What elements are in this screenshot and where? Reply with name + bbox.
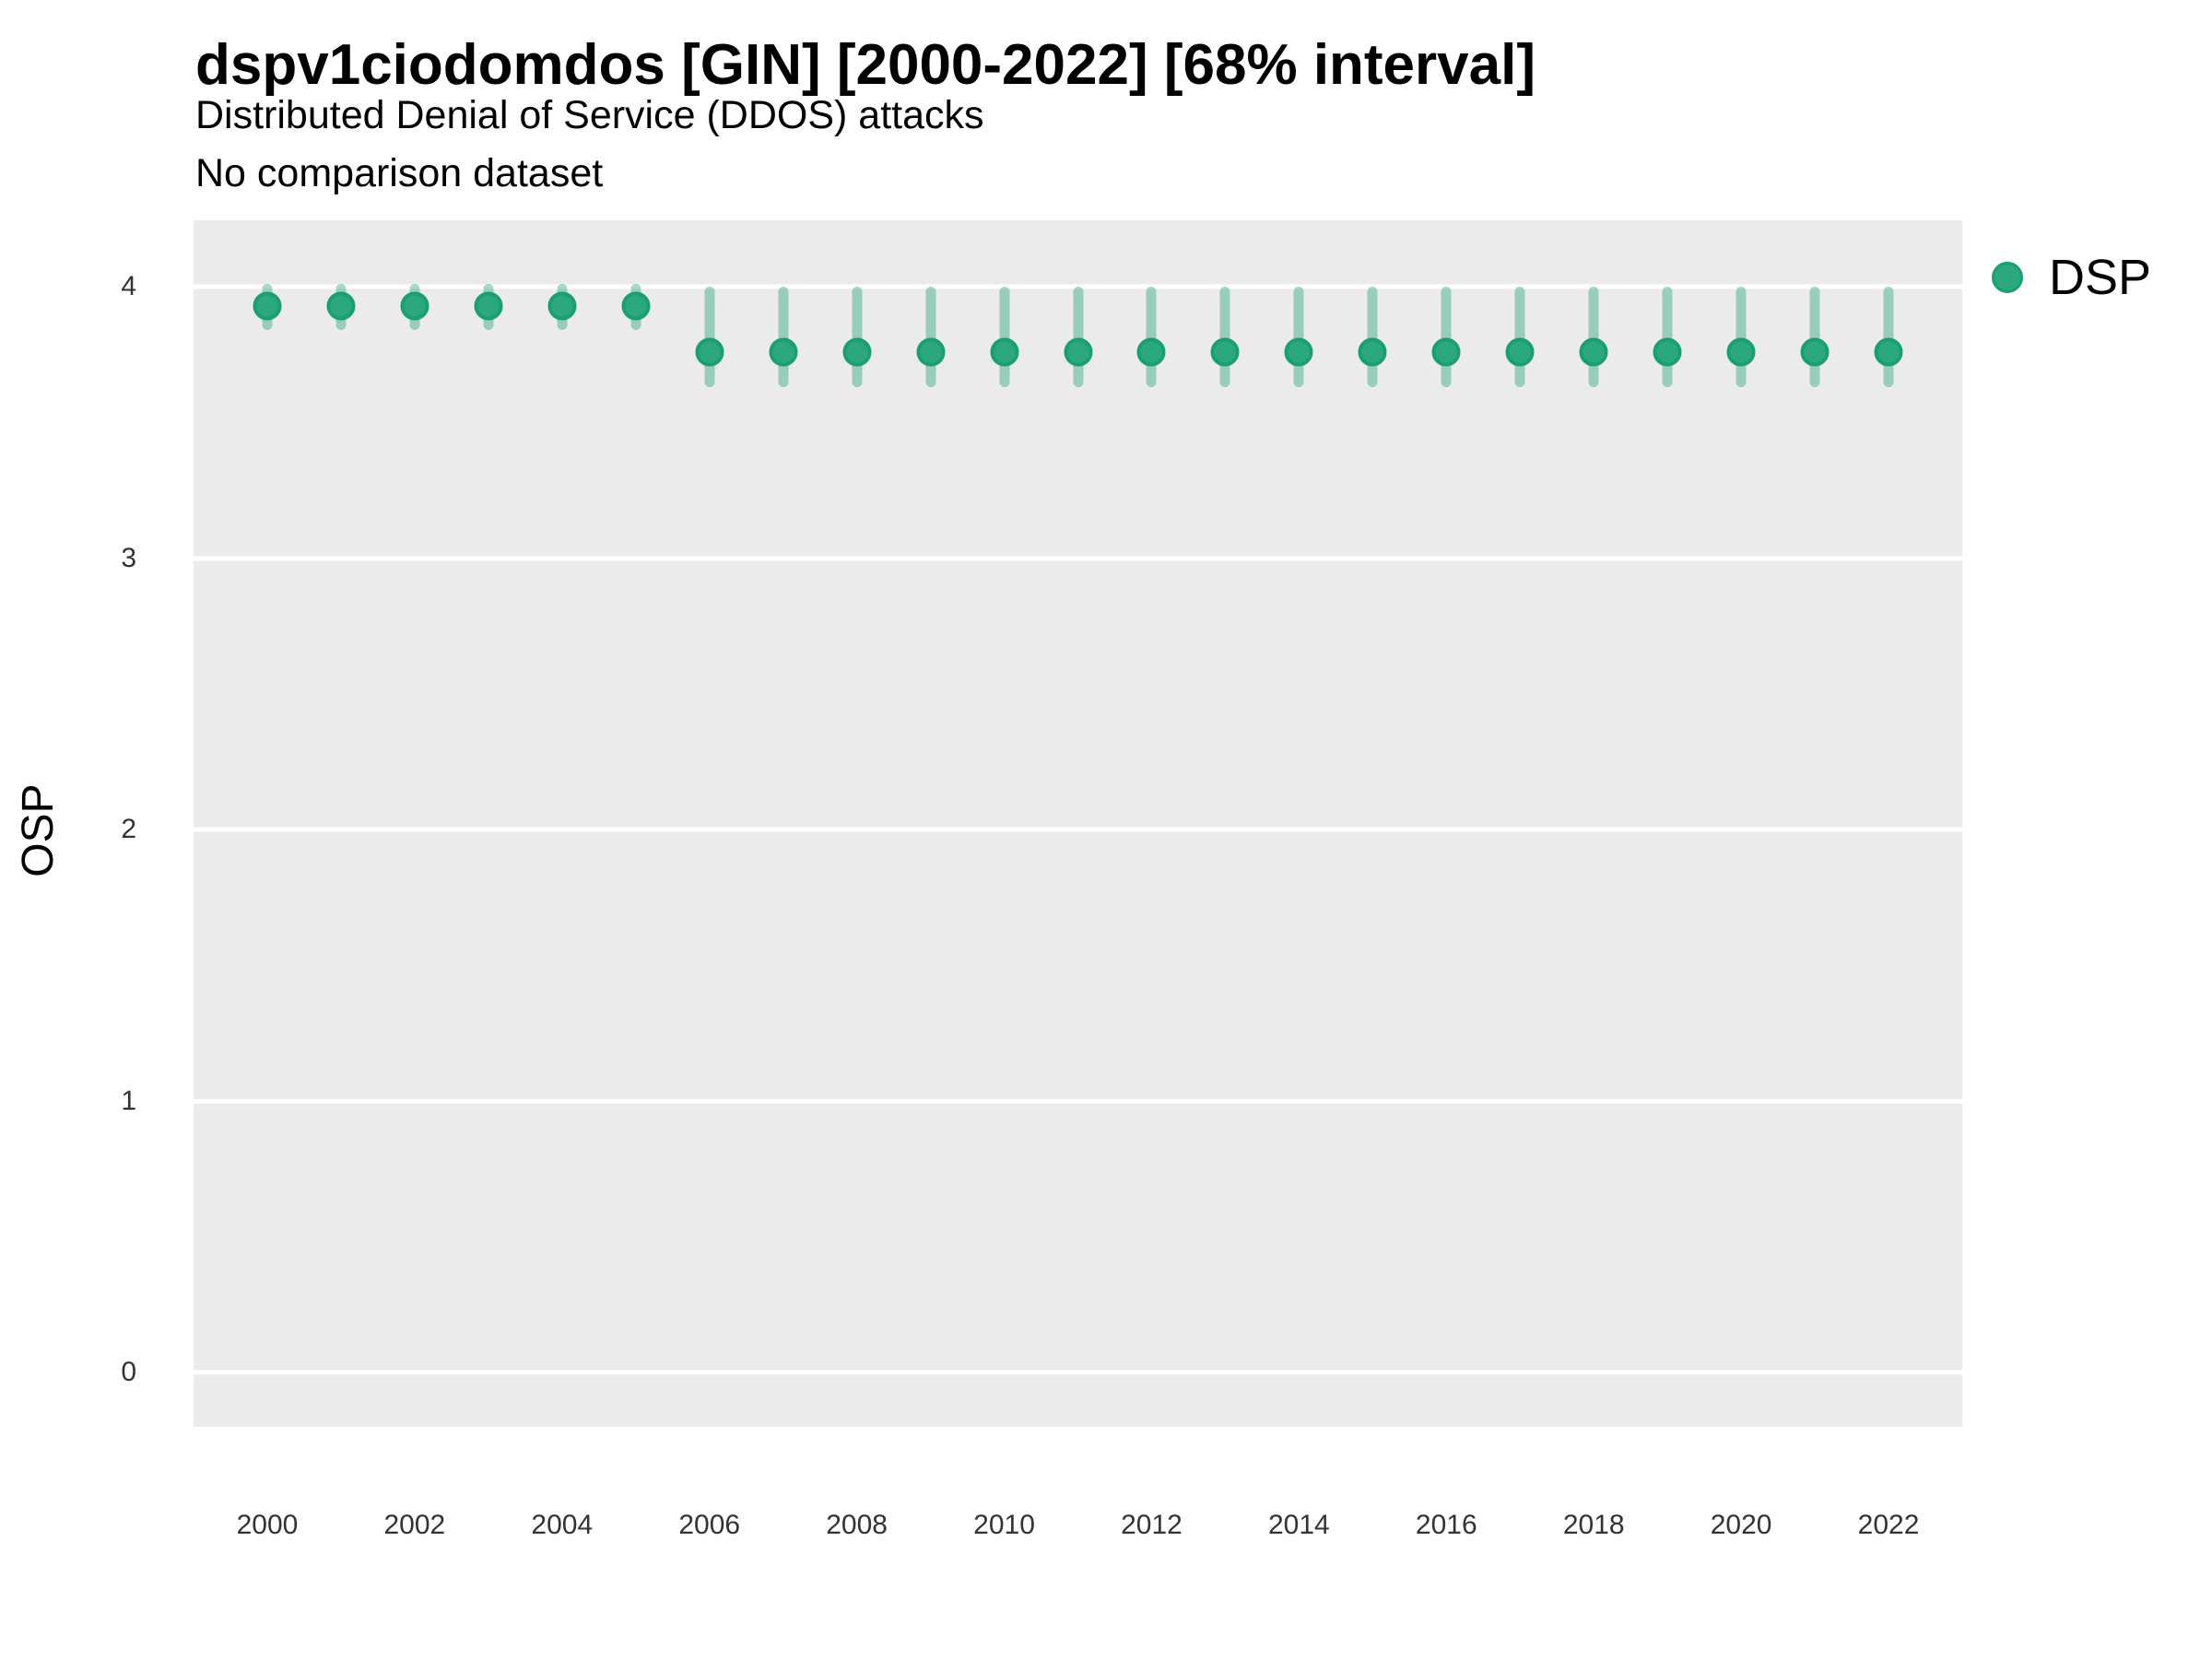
interval-bar <box>852 287 863 388</box>
legend-point-icon <box>1992 262 2023 293</box>
x-tick-label: 2000 <box>236 1510 299 1540</box>
data-point <box>1653 337 1682 367</box>
gridline <box>194 827 1962 832</box>
y-tick-label: 0 <box>121 1357 136 1388</box>
x-tick-label: 2006 <box>678 1510 741 1540</box>
data-point <box>990 337 1019 367</box>
data-point <box>1358 337 1387 367</box>
data-point <box>1136 337 1166 367</box>
x-tick-label: 2008 <box>826 1510 888 1540</box>
x-tick-label: 2010 <box>973 1510 1035 1540</box>
chart-subtitle: Distributed Denial of Service (DDOS) att… <box>195 93 984 137</box>
x-tick-label: 2004 <box>531 1510 594 1540</box>
y-tick-label: 3 <box>121 542 136 573</box>
x-tick-label: 2020 <box>1710 1510 1772 1540</box>
y-axis-tick-labels: 0 1 2 3 4 <box>0 220 194 1427</box>
legend: DSP <box>1992 253 2151 302</box>
interval-bar <box>704 287 715 388</box>
x-tick-label: 2022 <box>1857 1510 1920 1540</box>
gridline <box>194 284 1962 289</box>
x-tick-label: 2018 <box>1562 1510 1625 1540</box>
interval-bar <box>1735 287 1747 388</box>
x-tick-label: 2014 <box>1268 1510 1330 1540</box>
data-point <box>1579 337 1608 367</box>
x-tick-label: 2016 <box>1415 1510 1477 1540</box>
legend-label: DSP <box>2049 250 2152 305</box>
data-point <box>1210 337 1240 367</box>
data-point <box>253 291 282 321</box>
x-axis-tick-labels: 2000 2002 2004 2006 2008 2010 2012 2014 2016 2018… <box>194 1512 1962 1548</box>
data-point <box>1431 337 1461 367</box>
x-tick-label: 2012 <box>1121 1510 1182 1540</box>
y-tick-label: 4 <box>121 271 136 302</box>
interval-bar <box>778 287 789 388</box>
data-point <box>695 337 724 367</box>
data-point <box>842 337 872 367</box>
interval-bar <box>1662 287 1673 388</box>
interval-bar <box>1883 287 1894 388</box>
data-point <box>1505 337 1535 367</box>
x-tick-label: 2002 <box>383 1510 446 1540</box>
interval-bar <box>999 287 1010 388</box>
data-point <box>474 291 503 321</box>
interval-bar <box>1293 287 1304 388</box>
interval-bar <box>1073 287 1083 388</box>
y-tick-label: 2 <box>121 814 136 845</box>
interval-bar <box>1367 287 1378 388</box>
y-tick-label: 1 <box>121 1085 136 1116</box>
gridline <box>194 1099 1962 1104</box>
plot-panel <box>194 220 1962 1427</box>
data-point <box>769 337 798 367</box>
chart-title: dspv1ciodomdos [GIN] [2000-2022] [68% in… <box>195 33 1536 97</box>
data-point <box>1800 337 1830 367</box>
interval-bar <box>1441 287 1452 388</box>
data-point <box>621 291 651 321</box>
data-point <box>400 291 429 321</box>
data-point <box>326 291 356 321</box>
data-point <box>1284 337 1313 367</box>
data-point <box>547 291 577 321</box>
data-point <box>1726 337 1756 367</box>
data-point <box>1064 337 1092 367</box>
interval-bar <box>1514 287 1525 388</box>
data-point <box>1874 337 1903 367</box>
data-point <box>916 337 946 367</box>
interval-bar <box>925 287 936 388</box>
interval-bar <box>1219 287 1230 388</box>
gridline <box>194 556 1962 561</box>
chart-caption: No comparison dataset <box>195 151 604 195</box>
interval-bar <box>1146 287 1157 388</box>
interval-bar <box>1588 287 1599 388</box>
gridline <box>194 1370 1962 1375</box>
interval-bar <box>1809 287 1820 388</box>
